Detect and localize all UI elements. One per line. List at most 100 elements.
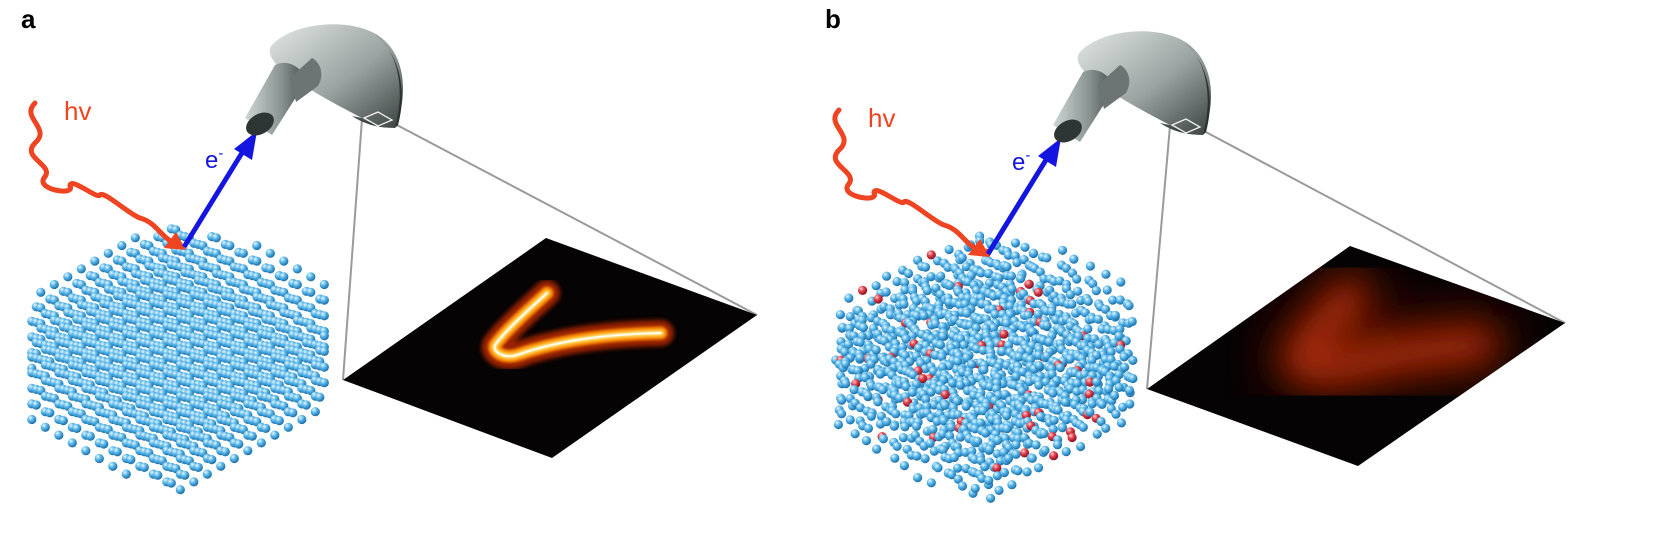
lattice-atom: [85, 431, 95, 441]
lattice-atom: [1007, 480, 1017, 490]
panel-b: b hv e-: [825, 4, 1566, 503]
lattice-atom: [1094, 386, 1104, 396]
lattice-atom: [970, 483, 980, 493]
lattice-atom: [863, 391, 873, 401]
lattice-atom: [1077, 395, 1088, 405]
lattice-atom: [938, 331, 948, 341]
lattice-atom: [1116, 418, 1126, 428]
lattice-atom: [899, 299, 909, 309]
lattice-atom: [1106, 347, 1116, 357]
lattice-atom: [994, 485, 1004, 495]
lattice-atom: [1100, 304, 1111, 314]
lattice-atom: [1040, 445, 1050, 455]
lattice-atom: [901, 334, 911, 344]
lattice-atom: [926, 272, 936, 282]
lattice-atom: [1078, 422, 1088, 432]
lattice-atom: [936, 271, 946, 281]
lattice-atom: [1002, 262, 1012, 272]
lattice-atom: [997, 346, 1008, 356]
lattice-atom: [892, 276, 902, 287]
lattice-atom: [961, 401, 971, 411]
lattice-atom: [243, 446, 253, 456]
lattice-atom: [1124, 385, 1134, 395]
lattice-atom: [843, 339, 854, 350]
lattice-atom: [1093, 314, 1103, 324]
lattice-atom: [292, 264, 302, 274]
lattice-atom: [1094, 339, 1104, 349]
lattice-atom: [938, 445, 948, 455]
lattice-atom: [139, 462, 149, 472]
lattice-atom: [959, 340, 969, 350]
lattice-atom: [1092, 377, 1102, 387]
lattice-atom: [81, 446, 91, 456]
lattice-atom: [882, 271, 892, 281]
lattice-atom: [972, 285, 982, 295]
impurity-atom: [1067, 432, 1077, 443]
photon-label: hv: [64, 96, 91, 126]
impurity-atom: [858, 285, 868, 295]
lattice-atom: [1006, 271, 1017, 281]
lattice-atom: [211, 233, 221, 243]
lattice-atom: [1028, 248, 1039, 258]
lattice-atom: [1013, 466, 1023, 476]
lattice-atom: [1004, 340, 1014, 350]
lattice-atom: [112, 447, 122, 457]
lattice-atom: [881, 287, 891, 297]
impurity-atom: [926, 250, 936, 260]
lattice-atom: [1011, 440, 1021, 450]
lattice-atom: [858, 323, 869, 333]
lattice-atom: [957, 481, 968, 491]
lattice-atom: [986, 493, 996, 503]
lattice-atom: [99, 439, 109, 449]
lattice-atom: [855, 337, 866, 347]
lattice-atom: [1057, 245, 1068, 255]
lattice-atom: [970, 424, 980, 434]
impurity-atom: [999, 329, 1009, 339]
lattice-atom: [1034, 361, 1044, 371]
lattice-atom: [1087, 399, 1097, 409]
lattice-atom: [978, 345, 988, 355]
lattice-atom: [1036, 412, 1046, 422]
lattice-atom: [319, 311, 329, 321]
lattice-atom: [946, 422, 956, 432]
lattice-atom: [1053, 405, 1063, 415]
lattice-atom: [247, 431, 257, 441]
lattice-atom: [1003, 250, 1013, 260]
lattice-atom: [937, 362, 948, 372]
lattice-atom: [189, 477, 199, 487]
lattice-atom: [319, 295, 329, 305]
lattice-atom: [1108, 295, 1118, 305]
lattice-atom: [919, 311, 929, 321]
lattice-atom: [1005, 301, 1015, 311]
lattice-atom: [193, 462, 203, 472]
lattice-atom: [1114, 382, 1124, 392]
lattice-atom: [928, 424, 938, 434]
lattice-atom: [992, 471, 1002, 481]
lattice-atom: [1096, 416, 1106, 427]
lattice-atom: [920, 262, 931, 272]
impurity-atom: [940, 390, 950, 400]
lattice-atom: [873, 397, 883, 407]
lattice-atom: [252, 256, 262, 266]
lattice-atom: [1065, 290, 1075, 300]
lattice-atom: [1127, 316, 1137, 327]
lattice-atom: [912, 451, 922, 461]
lattice-atom: [938, 429, 948, 439]
lattice-atom: [130, 233, 140, 243]
lattice-atom: [1101, 269, 1111, 279]
lattice-atom: [315, 392, 325, 402]
lattice-atom: [1083, 324, 1093, 334]
lattice-atom: [292, 280, 302, 290]
lattice-atom: [1072, 274, 1082, 284]
lattice-atom: [977, 473, 987, 483]
lattice-atom: [837, 409, 847, 419]
lattice-atom: [166, 478, 176, 488]
impurity-atom: [873, 294, 883, 304]
lattice-atom: [225, 241, 235, 251]
lattice-atom: [838, 322, 848, 333]
lattice-atom: [1049, 415, 1059, 425]
lattice-atom: [984, 444, 995, 454]
lattice-atom: [1103, 384, 1114, 394]
lattice-atom: [901, 382, 911, 392]
lattice-atom: [1042, 253, 1052, 263]
